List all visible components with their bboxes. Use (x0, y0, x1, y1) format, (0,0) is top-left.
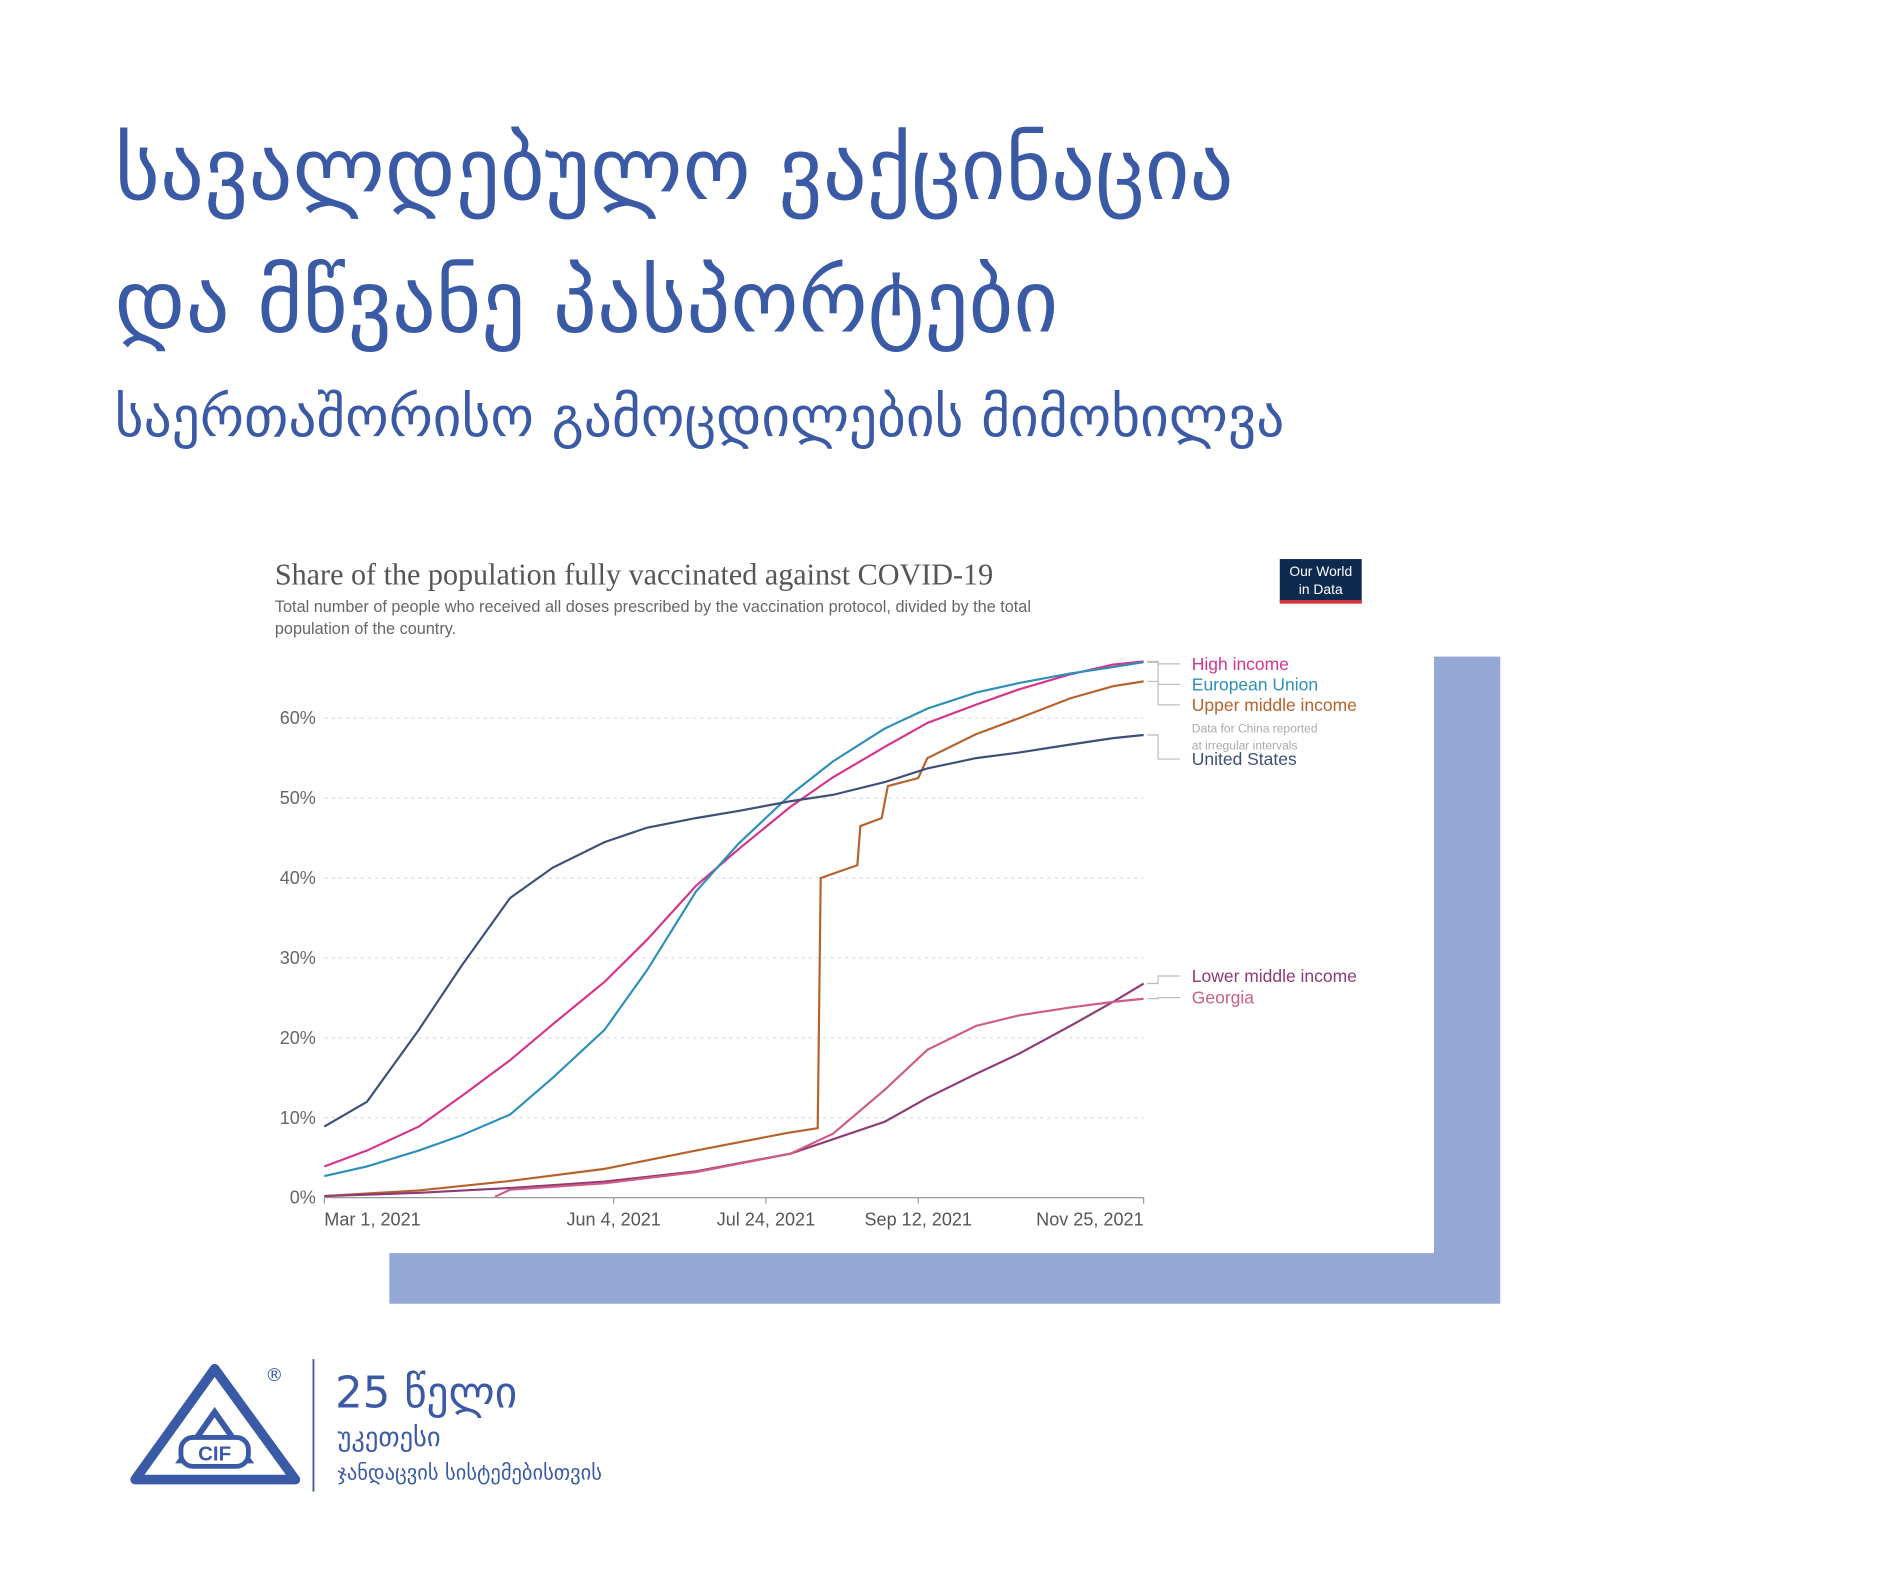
leader-line (1147, 734, 1180, 760)
chart-subtitle: population of the country. (275, 620, 456, 638)
leader-line (1147, 997, 1180, 1000)
x-tick-label: Jul 24, 2021 (717, 1209, 815, 1229)
annotation: at irregular intervals (1192, 738, 1298, 752)
legend-label: United States (1192, 749, 1297, 769)
logo-triangle (130, 1363, 301, 1485)
y-tick-label: 30% (280, 948, 316, 968)
legend-label: Lower middle income (1192, 966, 1357, 986)
leader-line (1147, 661, 1180, 685)
legend-label: European Union (1192, 674, 1318, 694)
series-line (324, 982, 1145, 1198)
leader-line (1147, 975, 1180, 985)
logo-line: ჯანდაცვის სისტემებისთვის (338, 1461, 602, 1485)
logo-line: უკეთესი (338, 1422, 441, 1453)
series-line (323, 660, 1144, 1168)
x-tick-label: Mar 1, 2021 (324, 1209, 420, 1229)
leader-line (1147, 680, 1180, 706)
title-line: და მწვანე პასპორტები (115, 251, 1059, 352)
legend-label: High income (1192, 654, 1289, 674)
plot: 0% 10% 20% 30% 40% 50% 60% Mar 1, 2021 Jun 4, 20… (280, 654, 1357, 1229)
logo-mark: CIF (198, 1442, 231, 1465)
y-tick-label: 40% (280, 868, 316, 888)
y-tick-label: 20% (280, 1028, 316, 1048)
subtitle: საერთაშორისო გამოცდილების მიმოხილვა (115, 386, 1285, 450)
series-line (494, 997, 1144, 1198)
annotation: Data for China reported (1192, 722, 1318, 736)
chart-title: Share of the population fully vaccinated… (275, 557, 993, 591)
source-text: Our World (1289, 563, 1352, 579)
series-line (323, 733, 1144, 1128)
y-tick-label: 50% (280, 788, 316, 808)
source-logo (1279, 559, 1362, 603)
x-tick-label: Sep 12, 2021 (865, 1209, 972, 1229)
y-tick-label: 10% (280, 1108, 316, 1128)
source-text: in Data (1299, 581, 1343, 597)
logo-years: 25 წელი (335, 1368, 517, 1418)
x-tick-label: Nov 25, 2021 (1036, 1209, 1143, 1229)
chart-subtitle: Total number of people who received all … (275, 598, 1031, 616)
series-line (324, 680, 1144, 1198)
legend-label: Upper middle income (1192, 695, 1357, 715)
x-tick-label: Jun 4, 2021 (566, 1209, 660, 1229)
logo-registered: ® (265, 1365, 283, 1386)
title-line: სავალდებულო ვაქცინაცია (115, 119, 1234, 220)
series-line (324, 661, 1144, 1178)
logo-badge (178, 1435, 251, 1469)
source-logo-bar (1279, 600, 1362, 604)
y-tick-label: 0% (290, 1188, 316, 1208)
legend-label: Georgia (1192, 988, 1254, 1008)
y-tick-label: 60% (280, 708, 316, 728)
